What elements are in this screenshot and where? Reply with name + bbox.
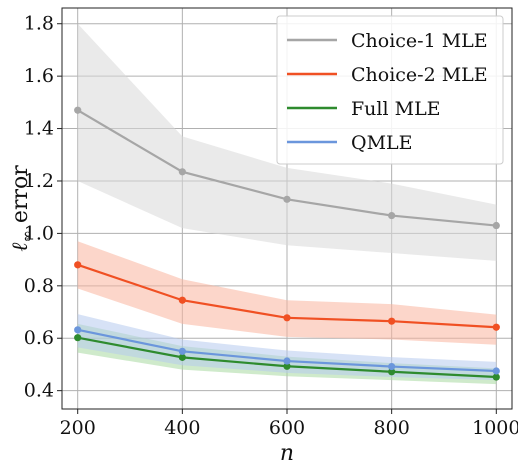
x-tick-label: 400 — [164, 417, 200, 439]
y-tick-label: 1.2 — [24, 170, 54, 192]
data-point — [283, 362, 291, 370]
data-point — [492, 323, 500, 331]
data-point — [74, 326, 82, 334]
data-point — [388, 317, 396, 325]
data-point — [178, 353, 186, 361]
data-point — [74, 261, 82, 269]
x-tick-label: 200 — [60, 417, 96, 439]
series-points — [74, 106, 500, 381]
axis-ticks: 200 400 600 800 1000 0.4 0.6 0.8 1.0 1.2 1.4 1.6 1.8 — [24, 13, 518, 439]
y-tick-label: 0.8 — [24, 275, 54, 297]
data-point — [388, 211, 396, 220]
data-point — [492, 367, 500, 375]
x-tick-label: 800 — [374, 417, 410, 439]
y-axis-label-symbol: ℓ — [8, 242, 33, 252]
y-tick-label: 0.4 — [24, 380, 54, 402]
legend-box — [276, 15, 504, 165]
data-point — [283, 314, 291, 322]
data-point — [388, 362, 396, 371]
y-tick-label: 1.8 — [24, 13, 54, 35]
confidence-band — [77, 23, 497, 261]
legend-label: QMLE — [351, 132, 413, 154]
y-axis-label-text: error — [8, 165, 33, 230]
legend-label: Choice-2 MLE — [351, 64, 488, 86]
data-point — [178, 296, 186, 304]
data-point — [283, 195, 291, 203]
y-axis-label: ℓ∞ error — [8, 165, 36, 252]
x-tick-label: 600 — [269, 417, 305, 439]
legend-label: Choice-1 MLE — [351, 30, 488, 52]
y-axis-label-subscript: ∞ — [18, 230, 36, 243]
data-point — [178, 347, 186, 355]
data-point — [492, 221, 500, 230]
data-point — [178, 168, 186, 176]
legend: Choice-1 MLE Choice-2 MLE Full MLE QMLE — [276, 15, 504, 165]
data-point — [388, 368, 396, 376]
data-point — [492, 373, 500, 381]
x-axis-label: n — [280, 441, 294, 466]
legend-label: Full MLE — [351, 98, 441, 120]
data-point — [283, 357, 291, 365]
data-point — [74, 106, 82, 114]
y-tick-label: 0.6 — [24, 327, 54, 349]
data-point — [74, 334, 82, 342]
y-tick-label: 1.6 — [24, 65, 54, 87]
y-tick-label: 1.4 — [24, 118, 54, 140]
y-tick-label: 1.0 — [24, 222, 54, 244]
x-tick-label: 1000 — [472, 417, 518, 439]
